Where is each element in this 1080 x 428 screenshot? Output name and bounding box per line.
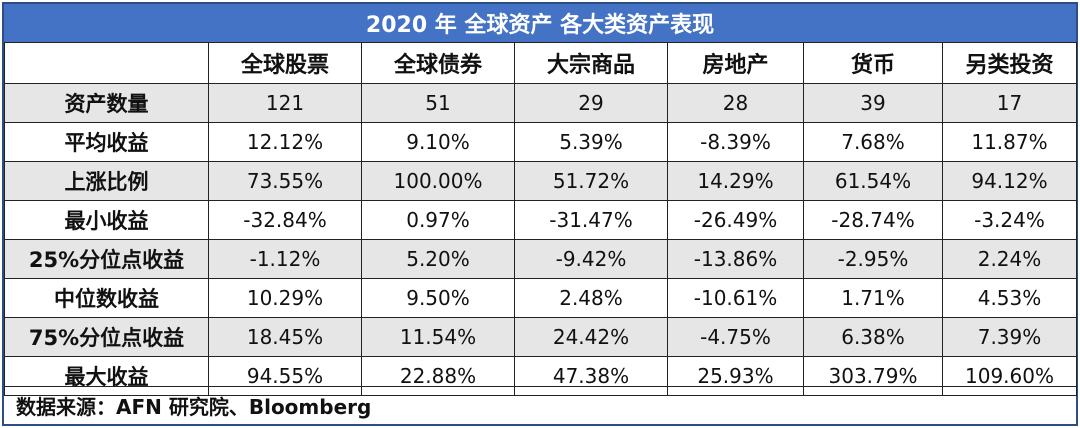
column-header: 全球债券 bbox=[361, 42, 515, 84]
table-cell: 11.54% bbox=[361, 317, 515, 357]
table-cell: -9.42% bbox=[514, 239, 668, 279]
table-cell: 11.87% bbox=[942, 122, 1077, 162]
table-cell: 22.88% bbox=[361, 356, 515, 396]
corner-cell bbox=[4, 42, 209, 84]
table-title: 2020 年 全球资产 各大类资产表现 bbox=[4, 4, 1076, 42]
table-cell: 5.39% bbox=[514, 122, 668, 162]
row-label: 平均收益 bbox=[4, 122, 209, 162]
table-cell: -32.84% bbox=[208, 200, 362, 240]
table-row: 最大收益 94.55% 22.88% 47.38% 25.93% 303.79% 109.6… bbox=[4, 356, 1077, 396]
table-cell: -10.61% bbox=[667, 278, 804, 318]
table-cell: 73.55% bbox=[208, 161, 362, 201]
table-row: 资产数量 121 51 29 28 39 17 bbox=[4, 83, 1077, 123]
table-cell: 0.97% bbox=[361, 200, 515, 240]
table-cell: 5.20% bbox=[361, 239, 515, 279]
table-cell: 6.38% bbox=[803, 317, 943, 357]
table-cell: 9.10% bbox=[361, 122, 515, 162]
table-row: 上涨比例 73.55% 100.00% 51.72% 14.29% 61.54% 94.12… bbox=[4, 161, 1077, 201]
table-cell: 24.42% bbox=[514, 317, 668, 357]
row-label: 75%分位点收益 bbox=[4, 317, 209, 357]
column-header: 全球股票 bbox=[208, 42, 362, 84]
column-header: 房地产 bbox=[667, 42, 804, 84]
table-cell: 109.60% bbox=[942, 356, 1077, 396]
table-row: 中位数收益 10.29% 9.50% 2.48% -10.61% 1.71% 4.53% bbox=[4, 278, 1077, 318]
column-header: 货币 bbox=[803, 42, 943, 84]
table-row: 25%分位点收益 -1.12% 5.20% -9.42% -13.86% -2.95% 2.… bbox=[4, 239, 1077, 279]
table-cell: 100.00% bbox=[361, 161, 515, 201]
table-row: 最小收益 -32.84% 0.97% -31.47% -26.49% -28.74% -3.… bbox=[4, 200, 1077, 240]
table-cell: 28 bbox=[667, 83, 804, 123]
data-source-note: 数据来源：AFN 研究院、Bloomberg bbox=[4, 386, 1076, 424]
table-cell: 25.93% bbox=[667, 356, 804, 396]
table-header-row: 全球股票 全球债券 大宗商品 房地产 货币 另类投资 bbox=[4, 42, 1077, 84]
table-cell: -2.95% bbox=[803, 239, 943, 279]
table-row: 75%分位点收益 18.45% 11.54% 24.42% -4.75% 6.38% 7.3… bbox=[4, 317, 1077, 357]
row-label: 资产数量 bbox=[4, 83, 209, 123]
table-cell: 121 bbox=[208, 83, 362, 123]
table-cell: 61.54% bbox=[803, 161, 943, 201]
table-cell: 51.72% bbox=[514, 161, 668, 201]
table-cell: 1.71% bbox=[803, 278, 943, 318]
asset-class-table: 全球股票 全球债券 大宗商品 房地产 货币 另类投资 资产数量 121 51 29 28… bbox=[4, 42, 1077, 396]
row-label: 25%分位点收益 bbox=[4, 239, 209, 279]
table-cell: 12.12% bbox=[208, 122, 362, 162]
table-cell: 2.24% bbox=[942, 239, 1077, 279]
row-label: 最大收益 bbox=[4, 356, 209, 396]
table-cell: -4.75% bbox=[667, 317, 804, 357]
table-cell: -28.74% bbox=[803, 200, 943, 240]
table-cell: 51 bbox=[361, 83, 515, 123]
table-cell: 39 bbox=[803, 83, 943, 123]
table-cell: -1.12% bbox=[208, 239, 362, 279]
table-cell: 7.39% bbox=[942, 317, 1077, 357]
row-label: 上涨比例 bbox=[4, 161, 209, 201]
table-cell: 9.50% bbox=[361, 278, 515, 318]
table-cell: -3.24% bbox=[942, 200, 1077, 240]
table-cell: 17 bbox=[942, 83, 1077, 123]
column-header: 大宗商品 bbox=[514, 42, 668, 84]
table-cell: 47.38% bbox=[514, 356, 668, 396]
table-cell: 4.53% bbox=[942, 278, 1077, 318]
table-cell: 14.29% bbox=[667, 161, 804, 201]
table-cell: 18.45% bbox=[208, 317, 362, 357]
table-cell: -31.47% bbox=[514, 200, 668, 240]
table-cell: 94.55% bbox=[208, 356, 362, 396]
table-cell: 303.79% bbox=[803, 356, 943, 396]
table-cell: 29 bbox=[514, 83, 668, 123]
table-cell: 94.12% bbox=[942, 161, 1077, 201]
table-row: 平均收益 12.12% 9.10% 5.39% -8.39% 7.68% 11.87% bbox=[4, 122, 1077, 162]
table-cell: -13.86% bbox=[667, 239, 804, 279]
table-cell: 2.48% bbox=[514, 278, 668, 318]
row-label: 中位数收益 bbox=[4, 278, 209, 318]
row-label: 最小收益 bbox=[4, 200, 209, 240]
column-header: 另类投资 bbox=[942, 42, 1077, 84]
table-cell: 10.29% bbox=[208, 278, 362, 318]
table-cell: -26.49% bbox=[667, 200, 804, 240]
table-cell: -8.39% bbox=[667, 122, 804, 162]
table-cell: 7.68% bbox=[803, 122, 943, 162]
